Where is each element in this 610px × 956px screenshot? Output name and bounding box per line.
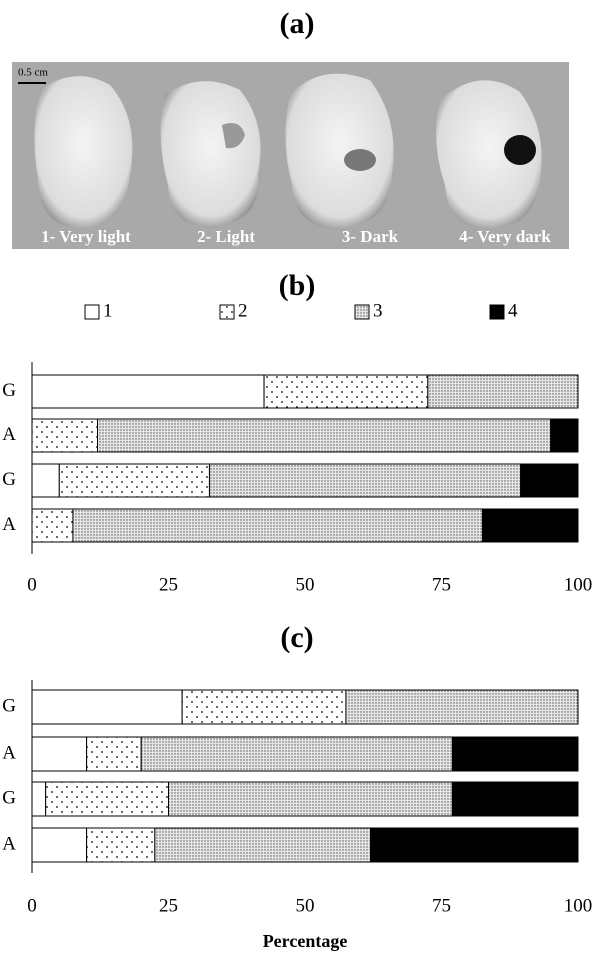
bar-segment <box>482 509 578 542</box>
x-tick-label: 0 <box>27 895 37 916</box>
category-label: A <box>2 833 16 854</box>
category-label: G <box>2 469 16 490</box>
photo-label: 3- Dark <box>342 227 399 246</box>
bar-segment <box>32 737 87 771</box>
photo-label: 4- Very dark <box>459 227 551 246</box>
legend-swatch <box>355 305 369 319</box>
bar-segment <box>32 782 46 816</box>
x-tick-label: 50 <box>296 574 315 595</box>
legend-swatch <box>490 305 504 319</box>
bar-segment <box>32 828 87 862</box>
category-label: G <box>2 695 16 716</box>
bar-segment <box>551 419 578 452</box>
x-tick-label: 0 <box>27 574 37 595</box>
bar-segment <box>32 419 98 452</box>
legend-swatch <box>85 305 99 319</box>
bar-segment <box>428 375 578 408</box>
category-label: A <box>2 742 16 763</box>
chart-title: (b) <box>279 269 316 302</box>
bar-segment <box>46 782 169 816</box>
bar-segment <box>264 375 428 408</box>
x-tick-label: 100 <box>564 895 593 916</box>
bar-segment <box>182 690 346 724</box>
bar-segment <box>452 782 578 816</box>
bar-segment <box>209 464 520 497</box>
category-label: G <box>2 380 16 401</box>
photo <box>12 62 569 249</box>
bar-segment <box>141 737 452 771</box>
figure: (a) 0.5 cm 1- Very light 2- Light 3- Dar… <box>0 0 610 956</box>
bar-segment <box>32 375 264 408</box>
x-axis-label: Percentage <box>263 931 348 951</box>
bar-segment <box>32 690 182 724</box>
x-tick-label: 50 <box>296 895 315 916</box>
bar-segment <box>98 419 551 452</box>
category-label: G <box>2 787 16 808</box>
x-tick-label: 100 <box>564 574 593 595</box>
x-tick-label: 75 <box>432 895 451 916</box>
scale-bar-label: 0.5 cm <box>18 67 48 79</box>
legend-label: 1 <box>103 300 113 321</box>
photo-label: 1- Very light <box>41 227 131 246</box>
legend-swatch <box>220 305 234 319</box>
chart-title: (c) <box>280 621 313 654</box>
bar-segment <box>371 828 578 862</box>
bar-segment <box>59 464 209 497</box>
bar-segment <box>169 782 453 816</box>
legend-label: 2 <box>238 300 248 321</box>
bar-segment <box>32 509 73 542</box>
bar-segment <box>155 828 371 862</box>
legend-label: 3 <box>373 300 383 321</box>
photo-label: 2- Light <box>197 227 255 246</box>
x-tick-label: 25 <box>159 574 178 595</box>
bar-segment <box>32 464 59 497</box>
bar-segment <box>87 737 142 771</box>
bar-segment <box>521 464 578 497</box>
legend-label: 4 <box>508 300 518 321</box>
bar-segment <box>452 737 578 771</box>
panel-title: (a) <box>280 7 315 40</box>
x-tick-label: 25 <box>159 895 178 916</box>
bar-segment <box>346 690 578 724</box>
bar-segment <box>87 828 155 862</box>
x-tick-label: 75 <box>432 574 451 595</box>
bar-segment <box>73 509 483 542</box>
category-label: A <box>2 514 16 535</box>
category-label: A <box>2 424 16 445</box>
